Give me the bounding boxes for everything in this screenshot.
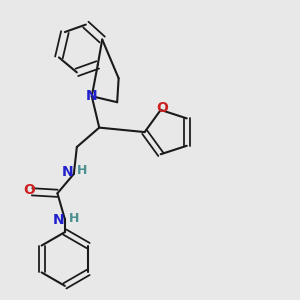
Text: N: N <box>86 89 98 103</box>
Text: H: H <box>69 212 79 225</box>
Text: O: O <box>23 183 35 197</box>
Text: O: O <box>156 100 168 115</box>
Text: H: H <box>77 164 87 177</box>
Text: N: N <box>62 165 74 179</box>
Text: N: N <box>52 213 64 227</box>
